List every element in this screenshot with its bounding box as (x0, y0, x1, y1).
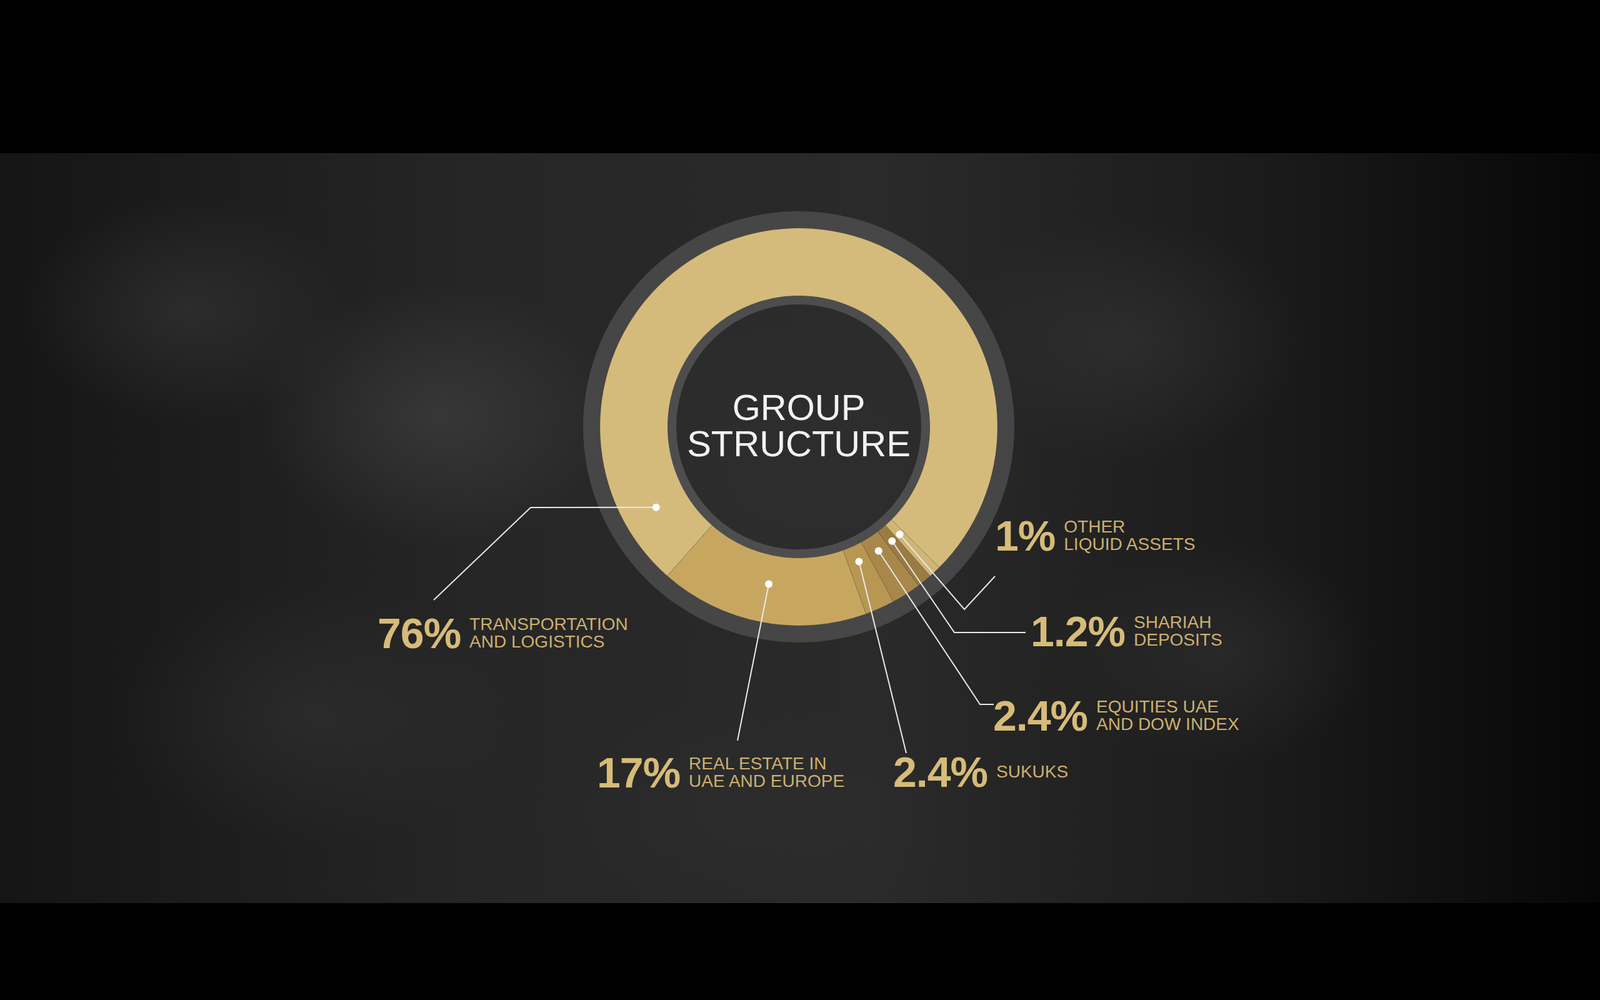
leader-dot (888, 537, 896, 545)
slices (600, 228, 998, 626)
leader-dot (875, 546, 883, 555)
chart (0, 0, 1600, 1000)
leader-line (900, 534, 995, 610)
value-label: 2.4% (993, 694, 1088, 737)
leader-line (878, 550, 994, 705)
category-label: TRANSPORTATION AND LOGISTICS (469, 615, 629, 651)
value-label: 2.4% (893, 750, 988, 794)
slice-label: 2.4% SUKUKS (893, 750, 1069, 794)
leader-line (858, 561, 907, 754)
value-label: 17% (596, 751, 680, 794)
category-label: REAL ESTATE IN UAE AND EUROPE (688, 755, 845, 790)
category-label: OTHER LIQUID ASSETS (1063, 518, 1195, 554)
slice-label: 2.4%EQUITIES UAE AND DOW INDEX (993, 694, 1240, 737)
title: GROUP STRUCTURE (680, 389, 918, 462)
category-label: SHARIAH DEPOSITS (1133, 613, 1223, 649)
value-label: 76% (377, 611, 461, 655)
leader-dot (855, 557, 863, 565)
slice-label: 1.2%SHARIAH DEPOSITS (1030, 610, 1223, 653)
leaders (433, 503, 1026, 754)
donut-hole (671, 300, 926, 554)
leader-dot (652, 503, 660, 512)
slice (600, 228, 998, 577)
leader-line (433, 507, 657, 600)
stage: GROUP STRUCTURE 76%TRANSPORTATION AND LOG… (0, 0, 1600, 1000)
value-label: 1% (995, 514, 1055, 557)
slice-label: 1%OTHER LIQUID ASSETS (995, 514, 1195, 557)
leader-dot (765, 580, 773, 588)
slice-label: 76%TRANSPORTATION AND LOGISTICS (377, 611, 629, 655)
value-label: 1.2% (1030, 610, 1125, 653)
leader-dot (896, 530, 904, 539)
category-label: SUKUKS (996, 763, 1069, 781)
category-label: EQUITIES UAE AND DOW INDEX (1096, 698, 1240, 734)
slice-label: 17%REAL ESTATE IN UAE AND EUROPE (596, 751, 845, 794)
leader-line (737, 583, 769, 741)
slice (885, 519, 940, 577)
outer-ring (583, 211, 1015, 643)
